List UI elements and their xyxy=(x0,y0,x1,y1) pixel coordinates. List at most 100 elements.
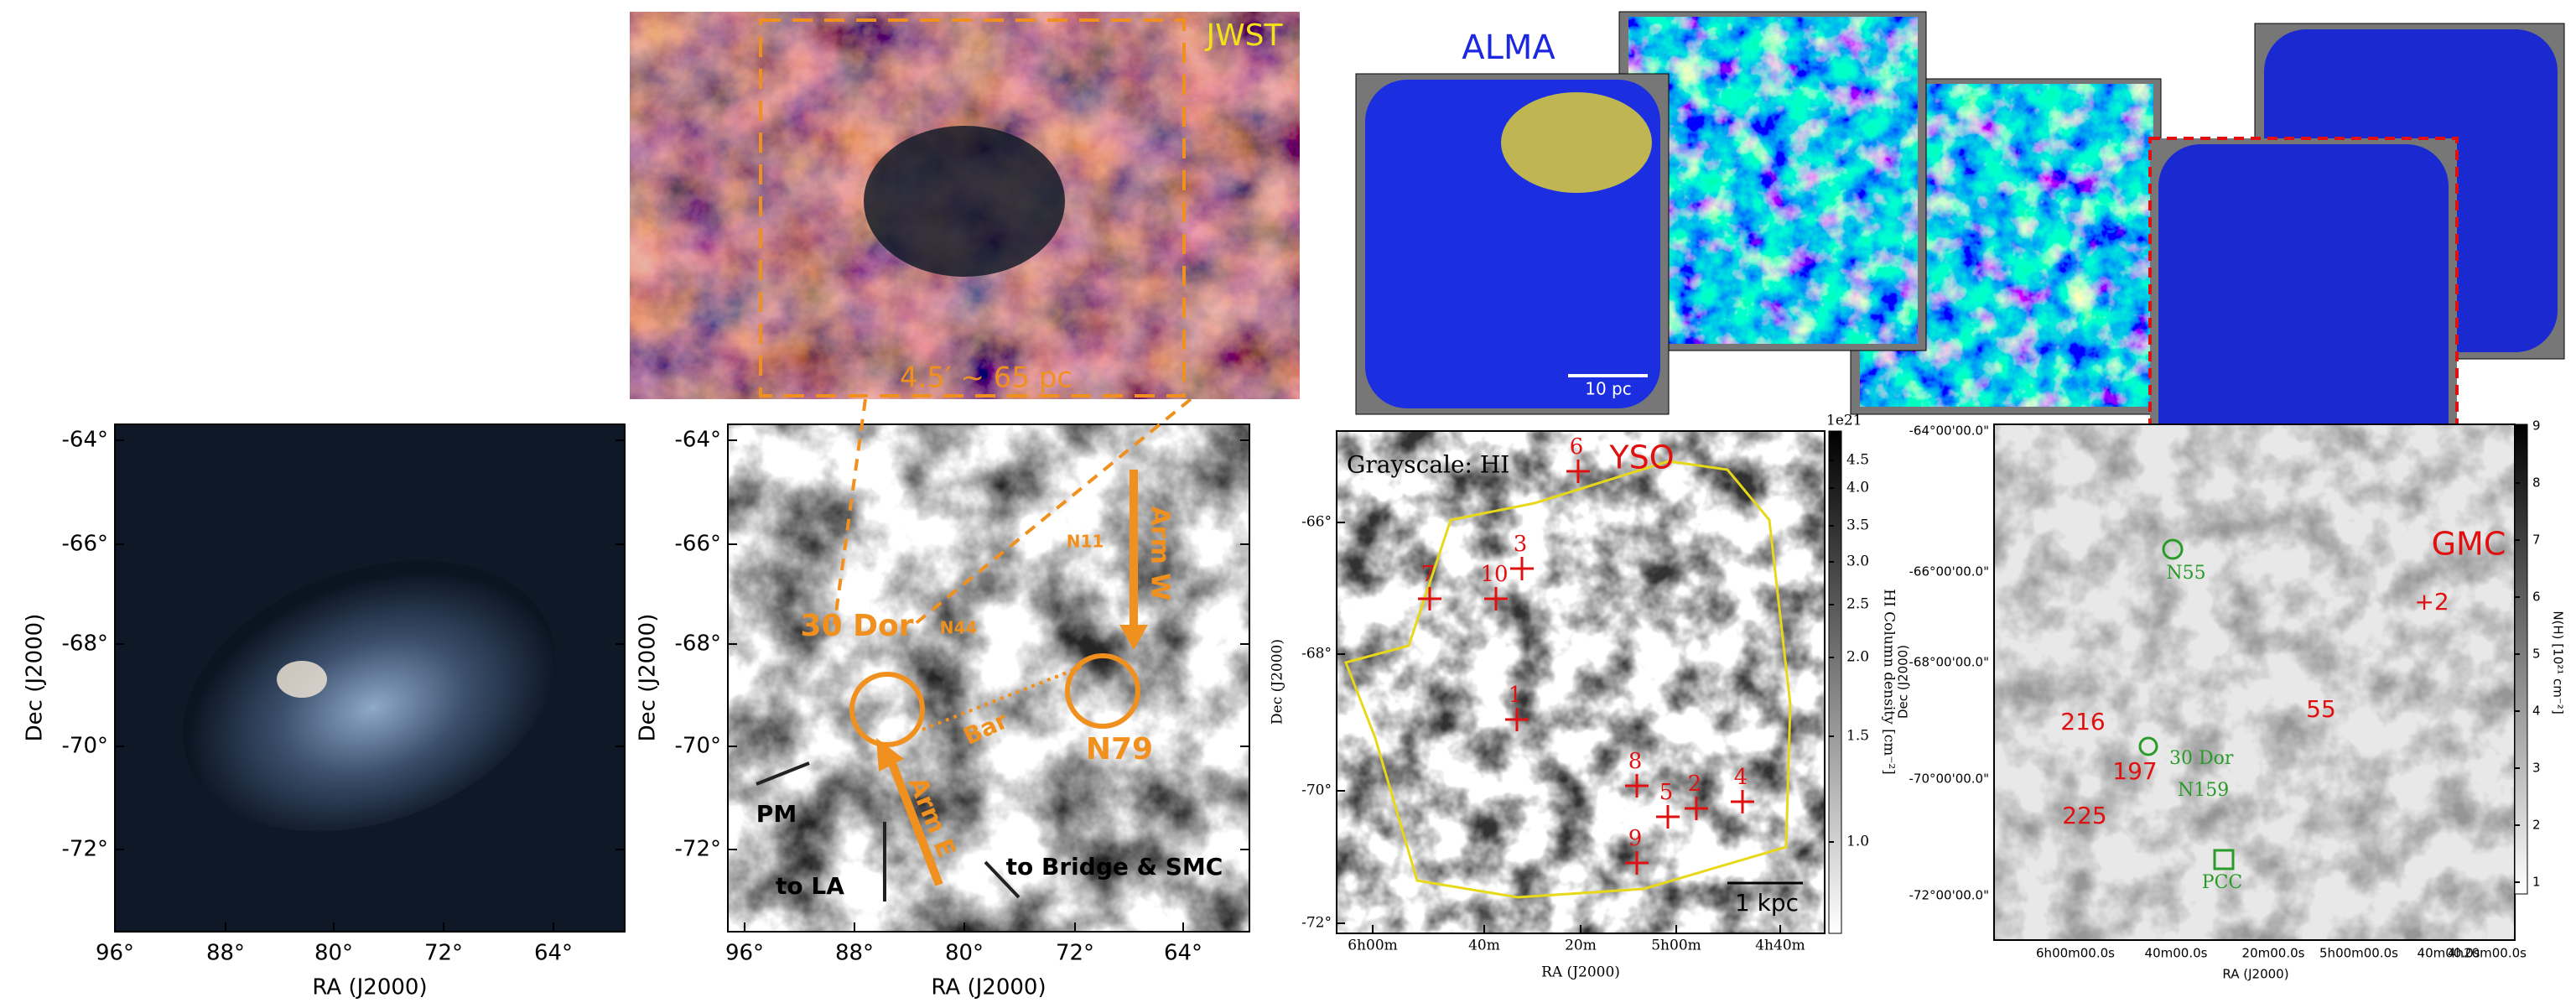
colorbar xyxy=(2514,423,2528,895)
x-tick-label: 64° xyxy=(534,941,573,966)
cavity xyxy=(864,126,1065,277)
yso-marker xyxy=(1731,790,1754,813)
yso-marker xyxy=(1505,708,1529,731)
label: Arm W xyxy=(1145,507,1175,601)
y-tick-label: -68° xyxy=(62,631,108,657)
colorbar-tick-label: 2.5 xyxy=(1846,596,1869,613)
y-axis-label: Dec (J2000) xyxy=(636,614,661,742)
label: ALMA xyxy=(1462,29,1555,67)
yso-label: 7 xyxy=(1421,562,1436,587)
colorbar-tick-label: 6 xyxy=(2532,590,2541,605)
x-tick-label: 5h00m xyxy=(1651,938,1701,954)
x-tick-label: 72° xyxy=(424,941,463,966)
yso-label: 5 xyxy=(1659,780,1674,805)
y-tick-label: -70° xyxy=(62,734,108,759)
zoom-line xyxy=(833,398,867,626)
x-tick-label: 40m00.0s xyxy=(2418,946,2480,961)
gmc-label: 197 xyxy=(2112,757,2157,785)
panel-d xyxy=(1993,423,2528,941)
colorbar-tick-label: 5 xyxy=(2532,647,2541,662)
x-tick-label: 4h40m xyxy=(1755,938,1805,954)
label: JWST xyxy=(1204,18,1283,53)
alma-emission xyxy=(1501,92,1652,193)
y-tick-label: -66° xyxy=(62,532,108,557)
y-tick-label: -72° xyxy=(62,837,108,862)
x-tick-label: 64° xyxy=(1164,941,1202,966)
y-axis-label: Dec (J2000) xyxy=(23,614,48,742)
y-tick-label: -72°00'00.0" xyxy=(1909,888,1989,903)
panel-a xyxy=(114,423,626,933)
colorbar-tick-label: 3.5 xyxy=(1846,517,1869,534)
label: to Bridge & SMC xyxy=(1006,853,1223,881)
hi-image xyxy=(1337,431,1825,933)
colorbar-tick-label: 3.0 xyxy=(1846,553,1869,570)
x-tick-label: 88° xyxy=(206,941,245,966)
alma-tiles xyxy=(1355,11,2565,698)
y-tick-label: -64°00'00.0" xyxy=(1909,423,1989,439)
x-axis-label: RA (J2000) xyxy=(2222,967,2288,982)
y-axis-label: Dec (J2000) xyxy=(1896,645,1911,719)
nh-image xyxy=(1994,424,2515,940)
x-tick-label: 88° xyxy=(835,941,874,966)
gmc-label: 225 xyxy=(2062,802,2106,829)
label: 1e21 xyxy=(1826,413,1862,429)
arm-arrow xyxy=(885,753,943,886)
colorbar-tick-label: 4 xyxy=(2532,704,2541,719)
y-tick-label: -70°00'00.0" xyxy=(1909,772,1989,787)
alma-map xyxy=(1860,84,2153,407)
x-tick-label: 6h00m xyxy=(1348,938,1398,954)
x-tick-label: 20m xyxy=(1565,938,1597,954)
x-tick-label: 4h20m00.0s xyxy=(2448,946,2527,961)
galaxy-glow xyxy=(182,560,556,832)
label: GMC xyxy=(2432,526,2506,563)
x-tick-label: 80° xyxy=(314,941,353,966)
yso-marker xyxy=(1685,797,1708,820)
gmc-label: 55 xyxy=(2306,695,2336,723)
label: 30 Dor xyxy=(801,609,914,643)
jwst-image xyxy=(630,12,1300,399)
colorbar-tick-label: 7 xyxy=(2532,533,2541,548)
colorbar-label: HI Column density [cm⁻²] xyxy=(1881,589,1898,775)
panel-c xyxy=(1336,430,1842,934)
yso-label: 6 xyxy=(1570,434,1584,460)
x-tick-label: 5h00m00.0s xyxy=(2319,946,2398,961)
colorbar-tick-label: 4.5 xyxy=(1846,452,1869,469)
x-axis-label: RA (J2000) xyxy=(931,975,1046,1000)
alma-map xyxy=(2158,144,2449,474)
yso-marker xyxy=(1625,774,1649,798)
region-label: N159 xyxy=(2178,780,2229,801)
region-label: 30 Dor xyxy=(2169,748,2234,769)
yso-marker xyxy=(1625,851,1649,875)
y-tick-label: -64° xyxy=(62,428,108,453)
label: YSO xyxy=(1608,439,1674,476)
alma-map xyxy=(1628,17,1918,344)
region-circle xyxy=(1065,653,1140,729)
region-label: N55 xyxy=(2166,563,2205,584)
y-tick-label: -70° xyxy=(1301,782,1332,799)
y-tick-label: -70° xyxy=(675,734,721,759)
x-tick-label: 80° xyxy=(945,941,984,966)
x-axis-label: RA (J2000) xyxy=(1541,964,1620,981)
x-axis-label: RA (J2000) xyxy=(312,975,427,1000)
y-tick-label: -68° xyxy=(1301,646,1332,662)
zoom-box xyxy=(759,18,1186,397)
yso-label: 10 xyxy=(1480,562,1508,587)
yso-label: 3 xyxy=(1514,532,1528,557)
colorbar-tick-label: 2.0 xyxy=(1846,649,1869,666)
frame xyxy=(114,423,626,933)
y-tick-label: -66° xyxy=(1301,514,1332,531)
region-marker xyxy=(2138,736,2158,756)
frame xyxy=(727,423,1250,933)
colorbar xyxy=(1828,430,1842,934)
yso-label: 2 xyxy=(1688,772,1702,797)
colorbar-tick-label: 8 xyxy=(2532,475,2541,491)
gmc-label: +2 xyxy=(2414,588,2449,616)
motion-arrow xyxy=(756,761,1021,901)
yso-label: 8 xyxy=(1628,749,1643,774)
label: N79 xyxy=(1086,732,1153,766)
y-tick-label: -64° xyxy=(675,428,721,453)
label: N11 xyxy=(1067,532,1104,552)
x-tick-label: 72° xyxy=(1056,941,1094,966)
y-tick-label: -66° xyxy=(675,532,721,557)
zoom-box xyxy=(2148,137,2459,481)
